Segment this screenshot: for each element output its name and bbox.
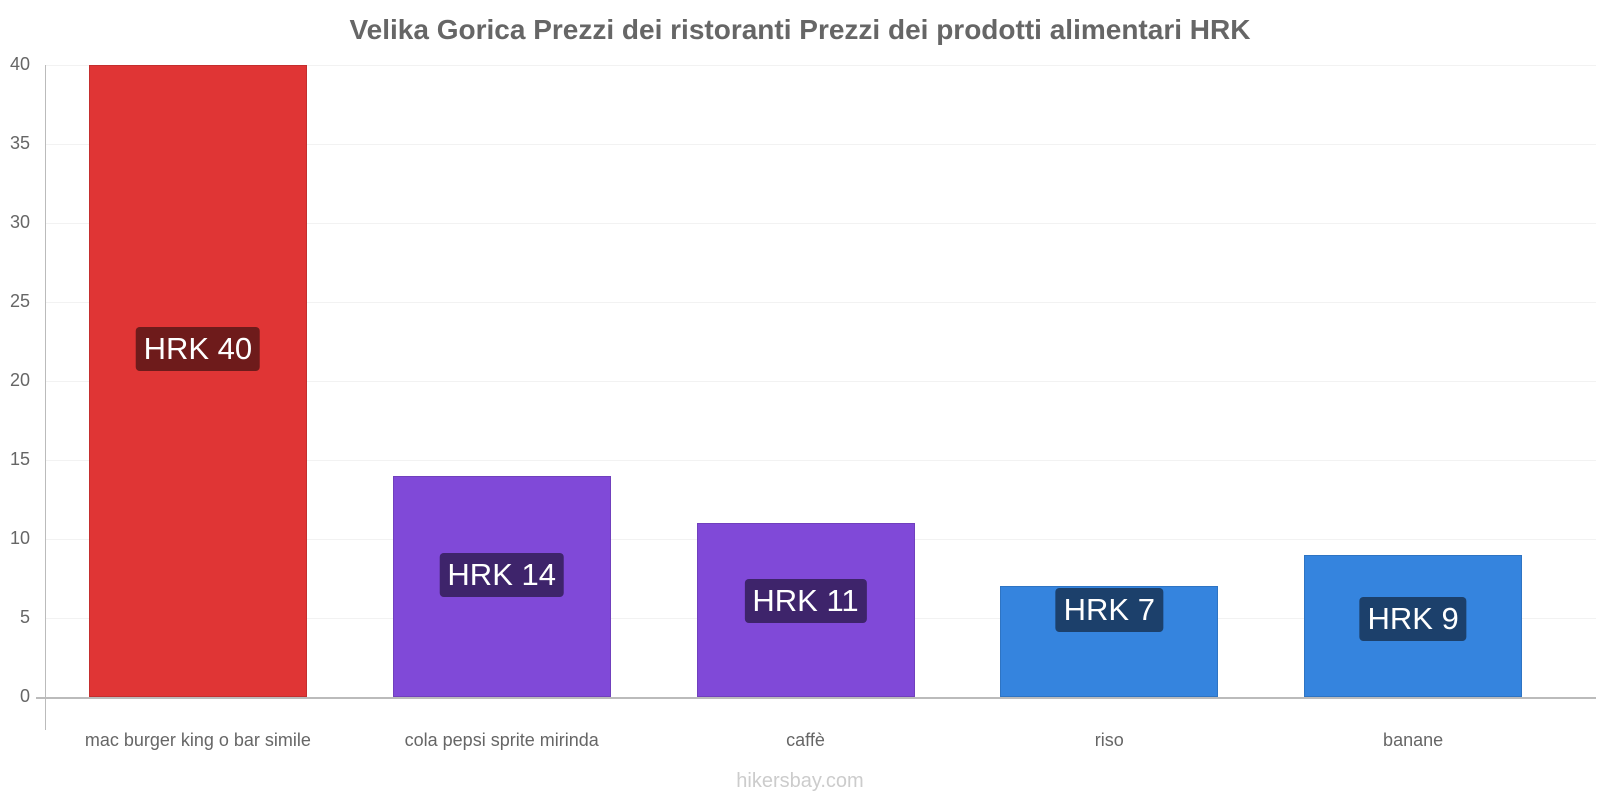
bar-value-label: HRK 7 xyxy=(1055,588,1163,633)
x-tick-label: riso xyxy=(1094,730,1124,750)
chart-title: Velika Gorica Prezzi dei ristoranti Prez… xyxy=(349,14,1251,45)
bar-value-label: HRK 11 xyxy=(744,579,867,624)
gridline xyxy=(46,381,1596,382)
gridline xyxy=(46,460,1596,461)
y-tick-label: 10 xyxy=(9,528,30,548)
y-tick-label: 5 xyxy=(19,607,30,627)
gridline xyxy=(46,65,1596,66)
bar-0[interactable] xyxy=(88,65,307,697)
gridline xyxy=(46,302,1596,303)
bar-value-label: HRK 9 xyxy=(1359,596,1467,641)
y-tick-label: 15 xyxy=(9,449,30,469)
gridline xyxy=(46,223,1596,224)
watermark: hikersbay.com xyxy=(736,770,864,792)
y-tick-label: 40 xyxy=(9,54,30,74)
x-tick-label: banane xyxy=(1383,730,1444,750)
x-tick-label: caffè xyxy=(786,730,825,750)
x-axis-line xyxy=(36,697,1596,699)
y-tick-label: 25 xyxy=(9,291,30,311)
y-tick-label: 35 xyxy=(9,133,30,153)
gridline xyxy=(46,144,1596,145)
y-tick-label: 20 xyxy=(9,370,30,390)
x-tick-label: mac burger king o bar simile xyxy=(84,730,311,750)
bar-value-label: HRK 14 xyxy=(439,553,564,598)
y-tick-label: 30 xyxy=(9,212,30,232)
bar-value-label: HRK 40 xyxy=(135,327,261,372)
y-axis-line xyxy=(45,65,46,730)
y-tick-label: 0 xyxy=(19,686,30,706)
x-tick-label: cola pepsi sprite mirinda xyxy=(404,730,599,750)
